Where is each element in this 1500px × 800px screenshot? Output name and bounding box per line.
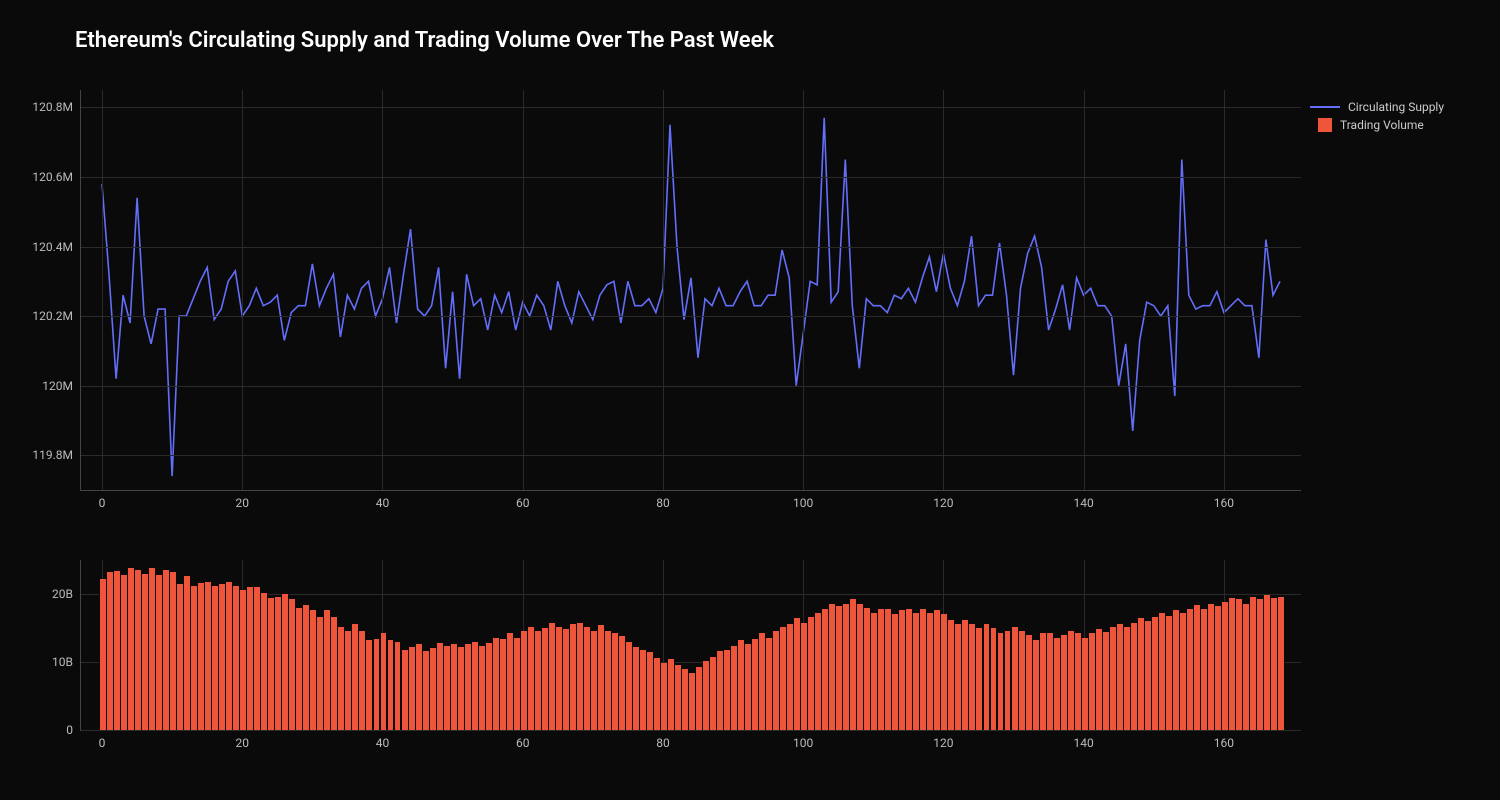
legend-label: Circulating Supply — [1348, 100, 1444, 114]
y-tick-label: 0 — [66, 723, 81, 737]
volume-bar — [1277, 597, 1285, 730]
x-tick-label: 20 — [236, 490, 250, 510]
x-tick-label: 40 — [376, 730, 390, 750]
gridline-vertical — [1224, 90, 1225, 490]
x-tick-label: 60 — [516, 490, 530, 510]
volume-bar-chart: 010B20B020406080100120140160 — [80, 560, 1301, 731]
gridline-horizontal — [81, 107, 1301, 108]
legend-box-swatch — [1318, 118, 1332, 132]
supply-line-svg — [81, 90, 1301, 490]
x-tick-label: 0 — [99, 730, 106, 750]
x-tick-label: 100 — [793, 490, 813, 510]
gridline-horizontal — [81, 386, 1301, 387]
gridline-vertical — [523, 90, 524, 490]
x-tick-label: 140 — [1074, 730, 1094, 750]
x-tick-label: 80 — [656, 490, 670, 510]
y-tick-label: 119.8M — [32, 448, 81, 462]
gridline-horizontal — [81, 177, 1301, 178]
x-tick-label: 160 — [1214, 490, 1234, 510]
gridline-horizontal — [81, 455, 1301, 456]
supply-polyline — [102, 118, 1280, 476]
legend-item: Trading Volume — [1310, 118, 1444, 132]
y-tick-label: 120M — [42, 379, 81, 393]
x-tick-label: 120 — [933, 490, 953, 510]
gridline-vertical — [382, 90, 383, 490]
y-tick-label: 120.8M — [32, 100, 81, 114]
chart-title: Ethereum's Circulating Supply and Tradin… — [75, 28, 774, 53]
y-tick-label: 120.4M — [32, 240, 81, 254]
gridline-vertical — [242, 90, 243, 490]
gridline-horizontal — [81, 316, 1301, 317]
x-tick-label: 80 — [656, 730, 670, 750]
x-tick-label: 160 — [1214, 730, 1234, 750]
x-tick-label: 60 — [516, 730, 530, 750]
x-tick-label: 120 — [933, 730, 953, 750]
legend-line-swatch — [1310, 106, 1340, 108]
x-tick-label: 140 — [1074, 490, 1094, 510]
supply-line-chart: 119.8M120M120.2M120.4M120.6M120.8M020406… — [80, 90, 1301, 491]
figure-container: Ethereum's Circulating Supply and Tradin… — [0, 0, 1500, 800]
y-tick-label: 20B — [52, 587, 81, 601]
gridline-vertical — [663, 90, 664, 490]
gridline-horizontal — [81, 730, 1301, 731]
gridline-vertical — [943, 90, 944, 490]
legend: Circulating Supply Trading Volume — [1310, 100, 1444, 136]
gridline-vertical — [102, 90, 103, 490]
gridline-horizontal — [81, 247, 1301, 248]
x-tick-label: 20 — [236, 730, 250, 750]
legend-label: Trading Volume — [1340, 118, 1424, 132]
y-tick-label: 10B — [52, 655, 81, 669]
x-tick-label: 0 — [99, 490, 106, 510]
y-tick-label: 120.6M — [32, 170, 81, 184]
y-tick-label: 120.2M — [32, 309, 81, 323]
legend-item: Circulating Supply — [1310, 100, 1444, 114]
gridline-vertical — [803, 90, 804, 490]
gridline-vertical — [1084, 90, 1085, 490]
x-tick-label: 100 — [793, 730, 813, 750]
x-tick-label: 40 — [376, 490, 390, 510]
